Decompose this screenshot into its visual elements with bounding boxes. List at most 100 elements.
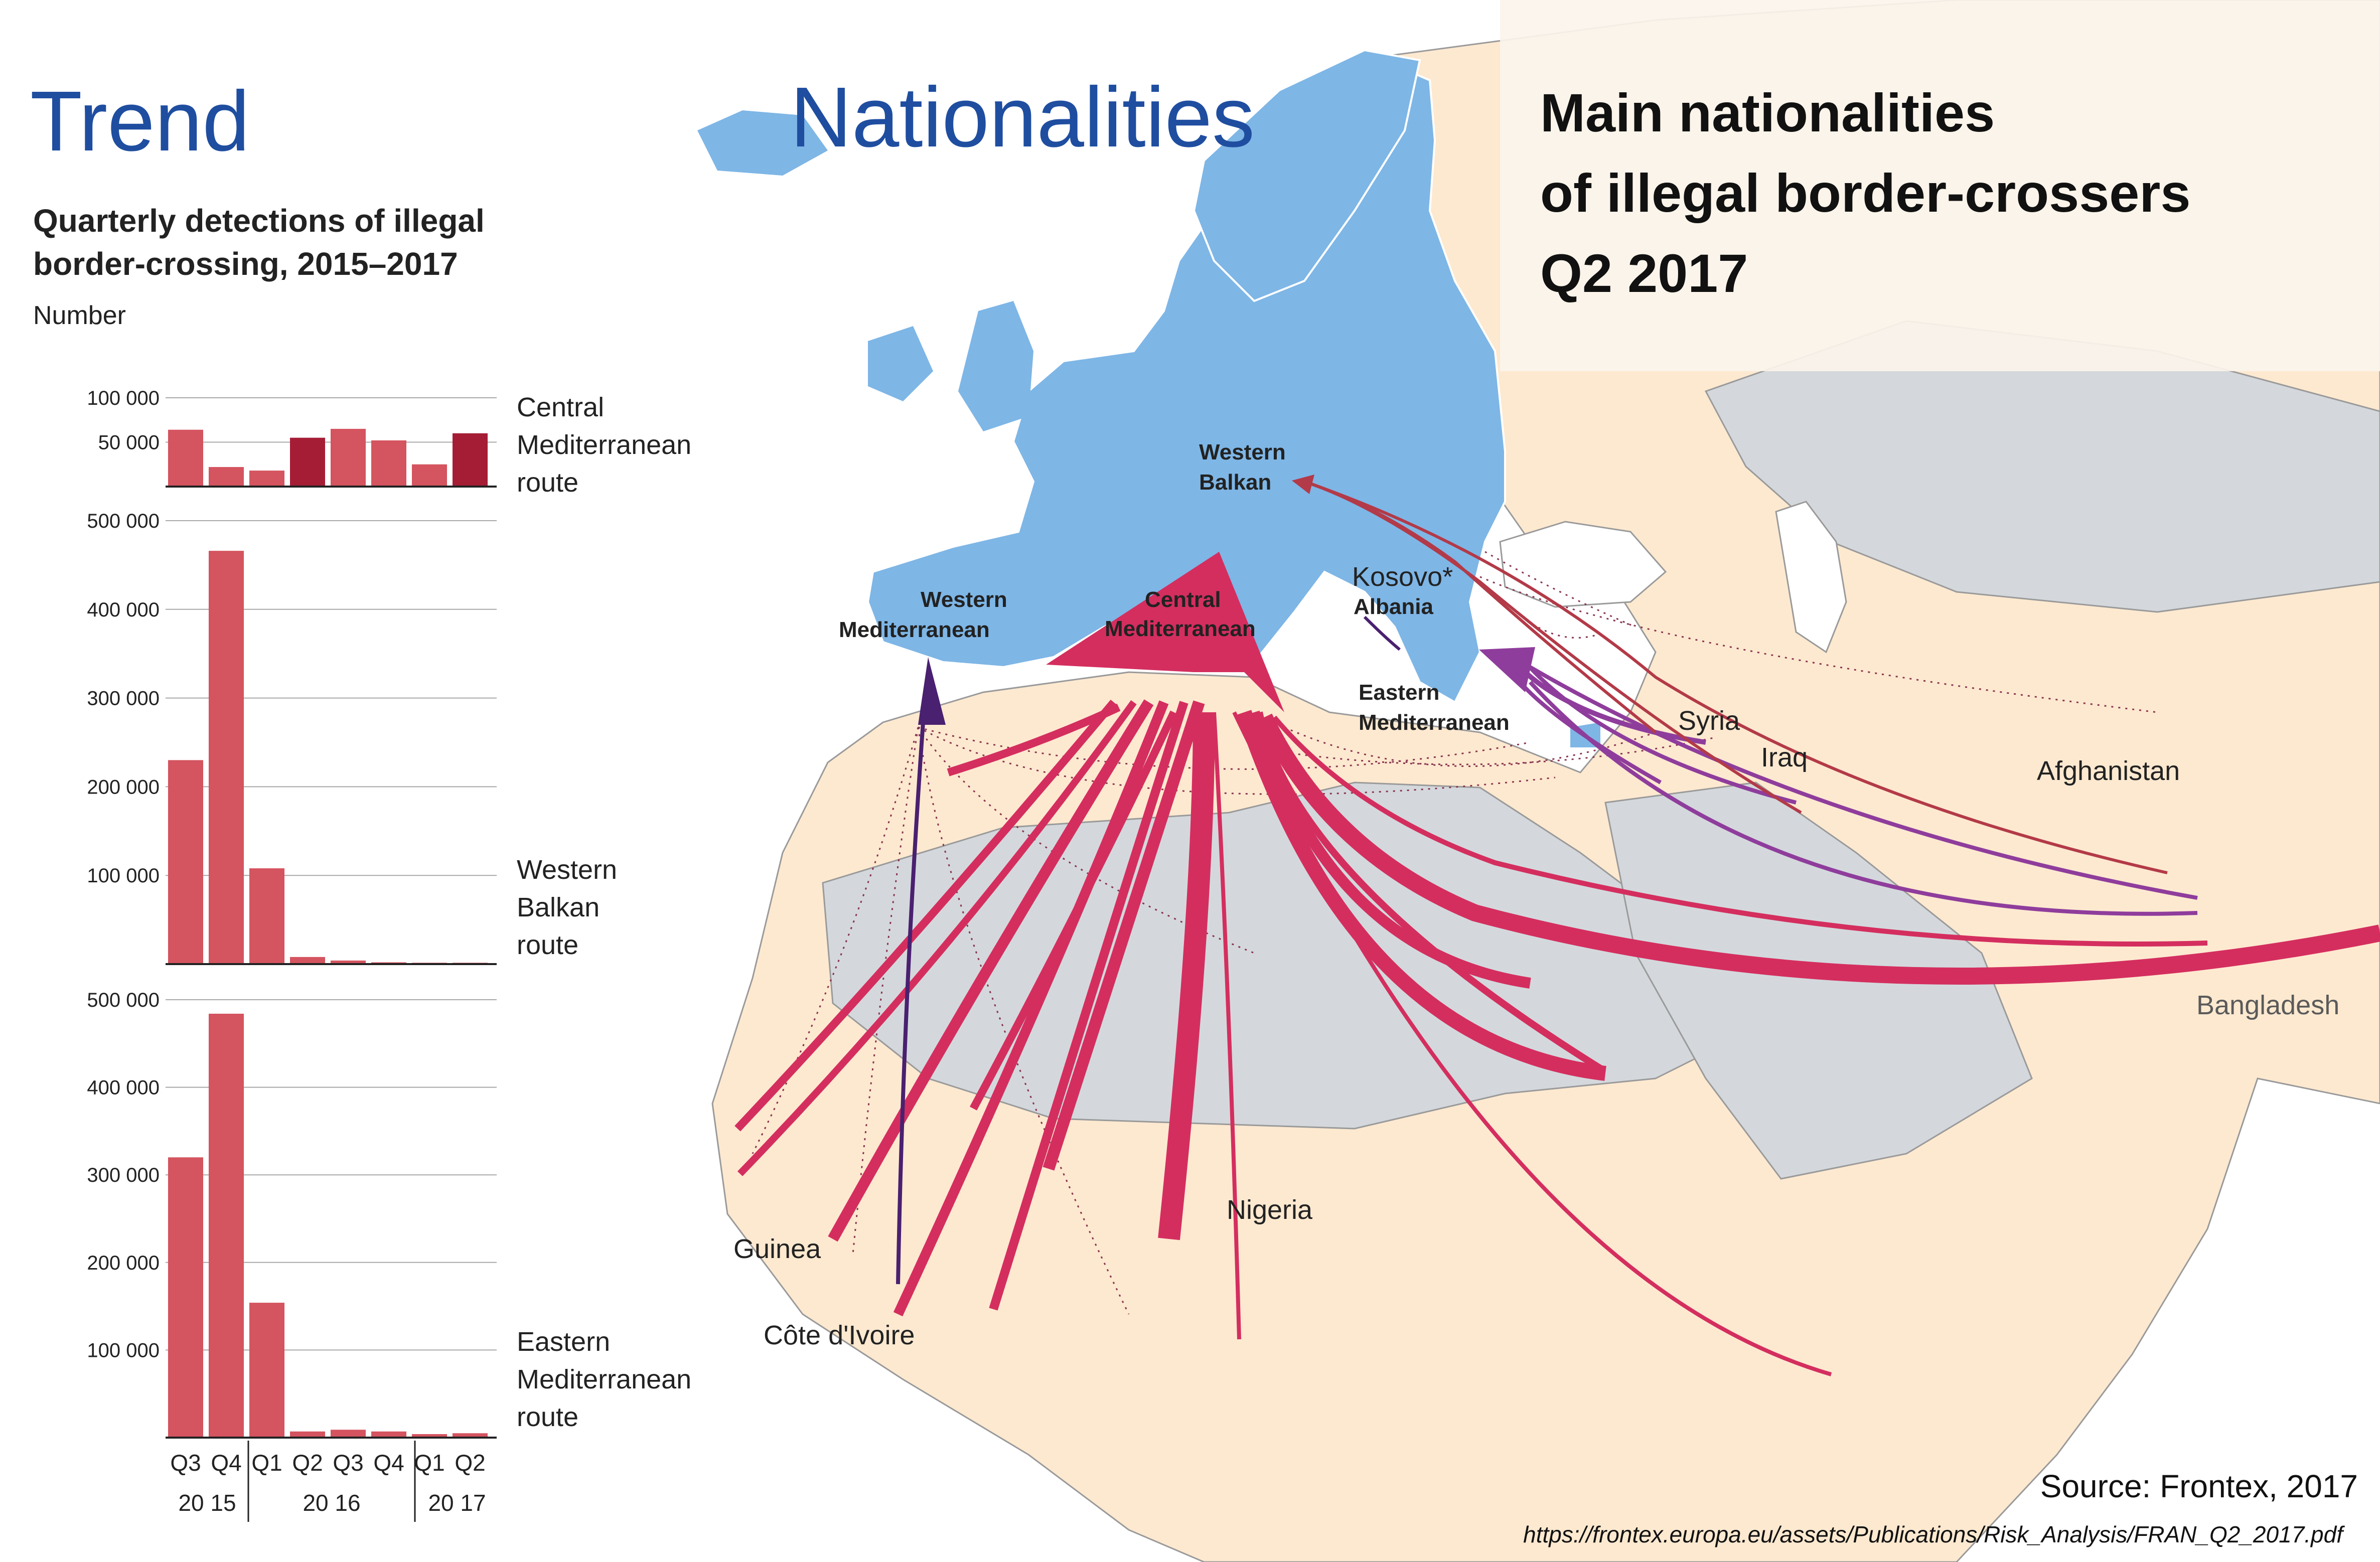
western-mediterranean-arrowhead [918,657,946,725]
central-mediterranean-flow [1256,711,1602,1071]
route-label-eastern-3: route [517,1402,578,1432]
x-axis-quarter-labels: Q3 Q4 Q1 Q2 Q3 Q4 Q1 Q2 [170,1450,485,1476]
route-label-balkan-3: route [517,930,578,960]
central-mediterranean-flow [734,699,1117,1132]
route-label-eastern-2: Mediterranean [517,1364,691,1394]
central-mediterranean-flow [1043,700,1205,1171]
bar-2016-q2 [290,957,325,964]
map-title-line-3: Q2 2017 [1540,243,1748,303]
central-mediterranean-flow [1249,710,1531,989]
x-tick-label: Q4 [211,1450,241,1476]
bar-2017-q2 [453,433,488,487]
y-tick-label: 200 000 [87,776,160,798]
bar-2016-q4 [371,1431,406,1438]
eastern-mediterranean-chart: 100 000 200 000 300 000 400 000 500 000 [87,989,497,1439]
bar-2017-q2 [453,1433,488,1438]
x-tick-label: Q1 [251,1450,282,1476]
western-mediterranean-flow [896,722,925,1285]
country-nigeria: Nigeria [1227,1195,1313,1225]
country-bangladesh: Bangladesh [2196,990,2339,1020]
y-tick-label: 100 000 [87,1339,160,1361]
central-mediterranean-flow [737,700,1137,1176]
region-central-med-2: Mediterranean [1105,616,1256,641]
y-tick-label: 500 000 [87,510,160,532]
x-tick-label: Q2 [455,1450,485,1476]
bar-2016-q4 [371,440,406,487]
trend-title: Trend [30,74,250,169]
y-tick-label: 300 000 [87,1164,160,1186]
y-tick-label: 100 000 [87,387,160,409]
region-western-balkan-1: Western [1199,440,1286,464]
route-label-balkan-1: Western [517,855,617,885]
arabian-peninsula [1604,782,2033,1180]
bar-2016-q1 [249,868,284,964]
central-mediterranean-arrowhead [1046,552,1284,712]
dotted-trail [1284,736,1716,765]
great-britain [958,301,1033,431]
country-guinea: Guinea [733,1234,821,1264]
western-balkan-flow [1304,480,1657,734]
route-arrowheads [918,475,1535,725]
chart-subtitle-line-2: border-crossing, 2015–2017 [33,246,458,282]
unit-label: Number [33,301,126,330]
map-title-line-1: Main nationalities [1540,82,1995,143]
dotted-trail [1504,601,1606,639]
country-kosovo: Kosovo* [1352,562,1453,592]
region-western-med-2: Mediterranean [839,617,990,642]
bar-2017-q1 [412,1434,447,1438]
route-label-central-1: Central [517,392,604,422]
central-mediterranean-flow [1237,710,1606,1081]
y-tick-label: 200 000 [87,1252,160,1274]
bar-2016-q2 [290,437,325,487]
map-title-line-2: of illegal border-crossers [1540,163,2190,223]
scandinavia [1193,49,1421,302]
central-mediterranean-flow [1158,712,1215,1240]
country-albania: Albania [1354,594,1433,619]
western-balkan-arrowhead [1292,475,1314,494]
region-eastern-med-1: Eastern [1359,680,1439,705]
bar-2016-q1 [249,471,284,487]
central-mediterranean-flow [828,699,1154,1242]
bar-2017-q1 [412,464,447,487]
bar-2016-q1 [249,1303,284,1438]
eastern-mediterranean-flow [1529,665,2198,900]
year-label-2016: 20 16 [303,1490,360,1516]
route-map [667,0,2380,1562]
x-tick-label: Q2 [292,1450,323,1476]
central-mediterranean-flow [893,700,1169,1317]
central-mediterranean-chart: 50 000 100 000 [87,387,497,488]
source-url: https://frontex.europa.eu/assets/Publica… [1523,1521,2345,1547]
dotted-trail [1284,726,1656,767]
y-tick-label: 400 000 [87,1077,160,1099]
route-label-balkan-2: Balkan [517,892,600,922]
bar-2016-q3 [331,428,366,487]
albania-flow [1363,615,1401,651]
region-western-balkan-2: Balkan [1199,470,1271,495]
caspian-sea [1775,501,1847,654]
eastern-mediterranean-flow [1518,681,1662,785]
eastern-mediterranean-flow [1529,681,2198,916]
country-afghanistan: Afghanistan [2037,756,2180,786]
afghanistan-flow [1272,715,2208,947]
bar-2015-q4 [209,467,244,487]
western-balkan-flow [1304,480,2168,874]
route-label-eastern-1: Eastern [517,1327,610,1357]
central-mediterranean-flow [1212,712,1241,1340]
chart-subtitle-line-1: Quarterly detections of illegal [33,203,485,239]
y-tick-label: 500 000 [87,989,160,1011]
dotted-trail [918,726,1531,770]
bangladesh-flow [1256,713,2380,985]
dotted-trail [1484,551,1636,628]
x-tick-label: Q1 [414,1450,444,1476]
eastern-mediterranean-flow [1523,670,1706,745]
bar-2015-q3 [168,429,203,487]
ireland [868,326,933,401]
country-cote-divoire: Côte d'Ivoire [764,1320,915,1350]
year-label-2015: 20 15 [178,1490,236,1516]
bar-2015-q3 [168,760,203,964]
region-central-med-1: Central [1145,587,1221,612]
year-label-2017: 20 17 [428,1490,486,1516]
y-tick-label: 300 000 [87,688,160,710]
